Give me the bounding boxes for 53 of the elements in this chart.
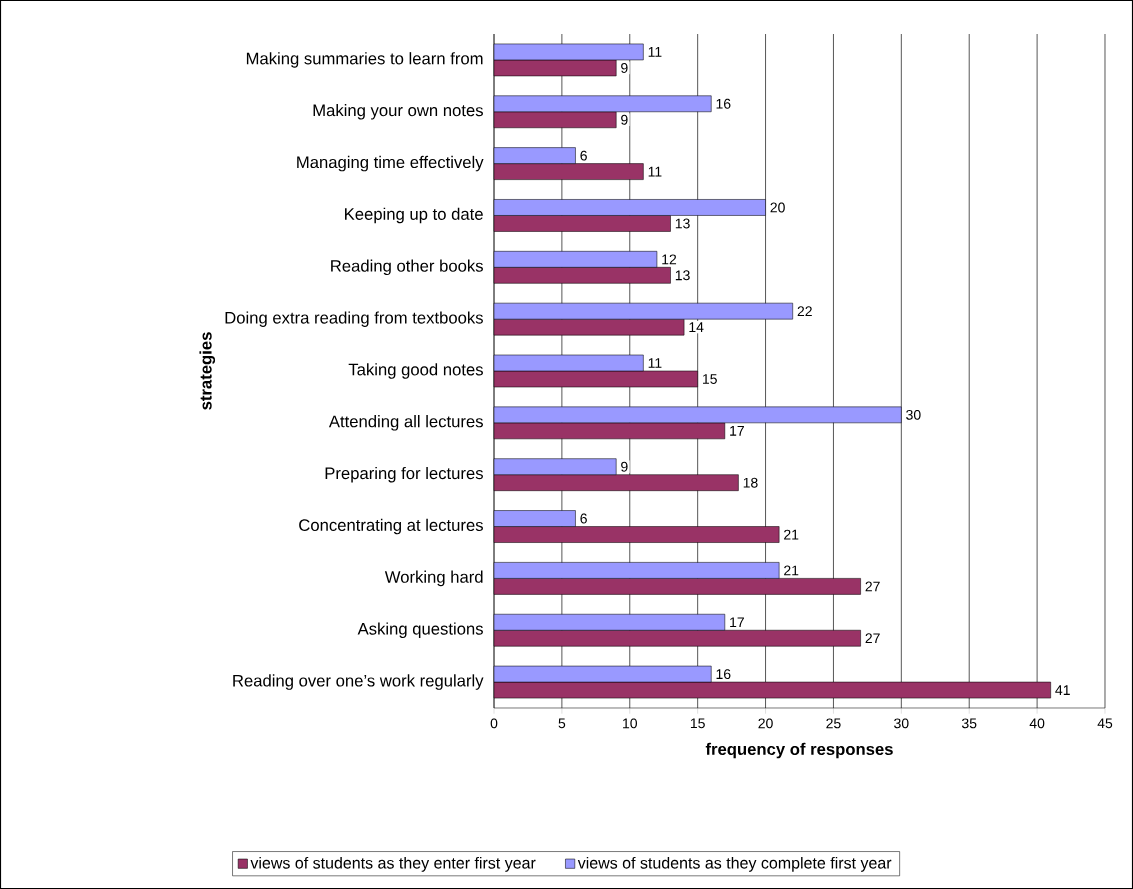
data-label: 11 — [648, 47, 662, 57]
data-label: 17 — [730, 617, 744, 628]
data-label: 30 — [906, 409, 921, 420]
x-tick-label: 15 — [690, 718, 705, 729]
x-tick-label: 5 — [558, 718, 566, 729]
data-label: 20 — [770, 202, 785, 213]
y-tick-label: Reading over one’s work regularly — [233, 674, 484, 690]
y-tick-label: Working hard — [384, 570, 483, 587]
data-label: 9 — [621, 461, 628, 472]
data-label: 16 — [716, 669, 731, 680]
x-tick-label: 10 — [623, 718, 638, 729]
y-tick-label: Making your own notes — [313, 103, 483, 120]
y-tick-label: Taking good notes — [348, 363, 483, 379]
data-label: 6 — [580, 513, 587, 524]
x-tick-label: 30 — [894, 718, 909, 729]
data-label: 27 — [865, 581, 880, 592]
y-tick-label: Preparing for lectures — [325, 466, 483, 483]
data-label: 11 — [648, 358, 662, 368]
data-label: 14 — [689, 322, 704, 332]
data-label: 18 — [743, 477, 758, 488]
x-tick-label: 25 — [826, 718, 841, 729]
x-tick-label: 40 — [1029, 718, 1045, 729]
data-label: 9 — [621, 62, 628, 73]
data-label: 16 — [716, 98, 731, 109]
y-tick-label: Making summaries to learn from — [246, 52, 483, 68]
data-label: 41 — [1055, 685, 1070, 695]
y-tick-label: Reading other books — [331, 259, 483, 276]
y-tick-label: Managing time effectively — [297, 155, 484, 172]
y-axis-title: strategies — [199, 332, 216, 410]
data-label: 27 — [865, 633, 880, 644]
x-tick-label: 20 — [758, 718, 773, 729]
legend-label: views of students as they enter first year — [250, 856, 536, 872]
y-tick-label: Attending all lectures — [328, 415, 483, 431]
data-label: 9 — [621, 114, 628, 125]
data-label: 11 — [648, 166, 662, 177]
data-label: 13 — [675, 218, 690, 229]
data-label: 21 — [784, 529, 799, 540]
x-tick-label: 0 — [490, 718, 498, 729]
x-axis-title: frequency of responses — [705, 742, 893, 759]
data-label: 15 — [703, 374, 717, 384]
legend-label: views of students as they complete first year — [577, 856, 892, 872]
y-tick-label: Concentrating at lectures — [299, 518, 483, 535]
data-label: 6 — [580, 150, 587, 161]
data-label: 21 — [784, 565, 799, 576]
data-label: 13 — [675, 270, 690, 281]
data-label: 22 — [797, 306, 812, 317]
data-label: 12 — [662, 254, 677, 265]
x-tick-label: 35 — [961, 718, 977, 729]
y-tick-label: Doing extra reading from textbooks — [225, 311, 483, 327]
y-tick-label: Asking questions — [357, 622, 483, 638]
data-label: 17 — [730, 426, 744, 436]
x-tick-label: 45 — [1097, 718, 1113, 729]
y-tick-label: Keeping up to date — [345, 207, 483, 224]
